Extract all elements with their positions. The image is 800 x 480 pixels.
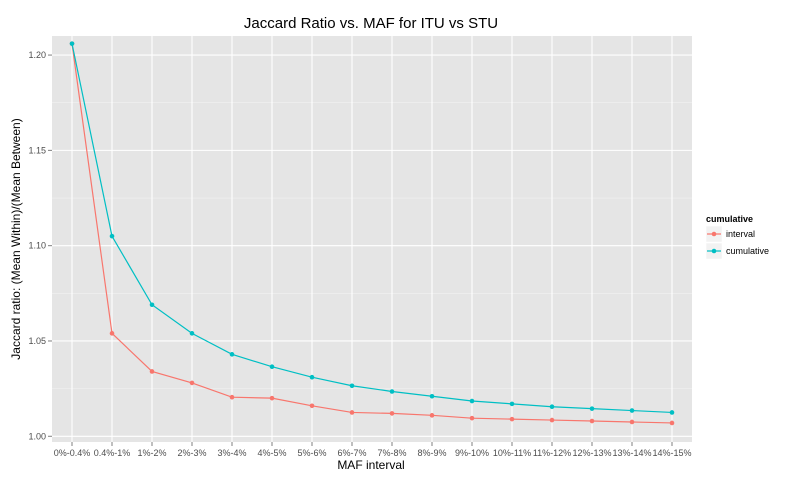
data-point-interval bbox=[309, 403, 315, 409]
legend: cumulative interval cumulative bbox=[705, 214, 769, 260]
y-tick-label: 1.20 bbox=[28, 50, 46, 60]
x-tick-label: 6%-7% bbox=[337, 448, 366, 458]
data-point-interval bbox=[509, 416, 515, 422]
x-tick-label: 0%-0.4% bbox=[54, 448, 91, 458]
legend-title: cumulative bbox=[706, 214, 753, 224]
series-interval bbox=[69, 41, 675, 426]
data-point-cumulative bbox=[629, 408, 635, 413]
series-line-interval bbox=[71, 43, 673, 424]
data-point-interval bbox=[229, 394, 235, 400]
x-tick-label: 4%-5% bbox=[257, 448, 286, 458]
x-tick-label: 9%-10% bbox=[455, 448, 489, 458]
data-point-interval bbox=[349, 410, 355, 415]
x-tick-label: 13%-14% bbox=[612, 448, 651, 458]
legend-items: interval cumulative bbox=[705, 225, 769, 260]
x-tick-label: 14%-15% bbox=[652, 448, 691, 458]
x-tick-label: 10%-11% bbox=[493, 448, 531, 458]
data-point-cumulative bbox=[509, 401, 515, 407]
data-point-cumulative bbox=[589, 406, 595, 411]
x-tick-label: 3%-4% bbox=[217, 448, 246, 458]
data-point-interval bbox=[589, 418, 595, 424]
x-tick-label: 11%-12% bbox=[533, 448, 571, 458]
data-point-interval bbox=[429, 413, 435, 418]
data-point-cumulative bbox=[349, 383, 355, 389]
data-point-cumulative bbox=[389, 389, 395, 394]
legend-key-point bbox=[711, 231, 717, 237]
data-point-interval bbox=[269, 395, 275, 401]
legend-label: interval bbox=[726, 229, 755, 239]
legend-item-cumulative: cumulative bbox=[705, 242, 769, 260]
data-point-cumulative bbox=[429, 393, 435, 399]
legend-key-point bbox=[711, 248, 717, 254]
y-axis: 1.00 1.05 1.10 1.15 1.20 bbox=[28, 50, 52, 441]
y-tick-label: 1.10 bbox=[28, 241, 46, 251]
data-point-cumulative bbox=[669, 410, 675, 415]
x-axis-label: MAF interval bbox=[337, 458, 404, 472]
x-tick-label: 8%-9% bbox=[417, 448, 446, 458]
data-point-interval bbox=[109, 331, 115, 336]
data-point-cumulative bbox=[549, 404, 555, 410]
x-tick-label: 0.4%-1% bbox=[94, 448, 131, 458]
data-point-cumulative bbox=[109, 233, 115, 239]
y-tick-label: 1.15 bbox=[28, 145, 46, 155]
series-line-cumulative bbox=[71, 43, 673, 414]
data-point-interval bbox=[629, 419, 635, 425]
data-point-interval bbox=[549, 417, 555, 423]
data-point-cumulative bbox=[149, 302, 155, 308]
data-point-interval bbox=[389, 411, 395, 416]
data-point-cumulative bbox=[309, 374, 315, 380]
data-point-interval bbox=[149, 369, 155, 374]
series-layer bbox=[69, 41, 675, 426]
y-tick-label: 1.05 bbox=[28, 336, 46, 346]
major-gridlines bbox=[52, 36, 692, 442]
legend-label: cumulative bbox=[726, 246, 769, 256]
x-tick-label: 12%-13% bbox=[572, 448, 611, 458]
x-tick-label: 1%-2% bbox=[137, 448, 166, 458]
x-tick-label: 7%-8% bbox=[377, 448, 406, 458]
series-cumulative bbox=[69, 41, 675, 415]
data-point-cumulative bbox=[229, 352, 235, 357]
data-point-interval bbox=[189, 380, 195, 386]
legend-item-interval: interval bbox=[705, 225, 755, 243]
x-tick-label: 5%-6% bbox=[297, 448, 326, 458]
x-axis: 0%-0.4% 0.4%-1% 1%-2% 2%-3% 3%-4% 4%-5% 5%-6% 6… bbox=[54, 442, 692, 458]
data-point-cumulative bbox=[469, 398, 475, 404]
data-point-cumulative bbox=[69, 41, 75, 46]
y-tick-label: 1.00 bbox=[28, 431, 46, 441]
y-axis-label: Jaccard ratio: (Mean Within)/(Mean Betwe… bbox=[9, 118, 23, 359]
data-point-interval bbox=[469, 415, 475, 421]
chart-title: Jaccard Ratio vs. MAF for ITU vs STU bbox=[244, 15, 498, 32]
x-tick-label: 2%-3% bbox=[177, 448, 206, 458]
data-point-interval bbox=[669, 420, 675, 426]
data-point-cumulative bbox=[269, 364, 275, 370]
data-point-cumulative bbox=[189, 331, 195, 336]
plot-panel bbox=[52, 36, 692, 442]
